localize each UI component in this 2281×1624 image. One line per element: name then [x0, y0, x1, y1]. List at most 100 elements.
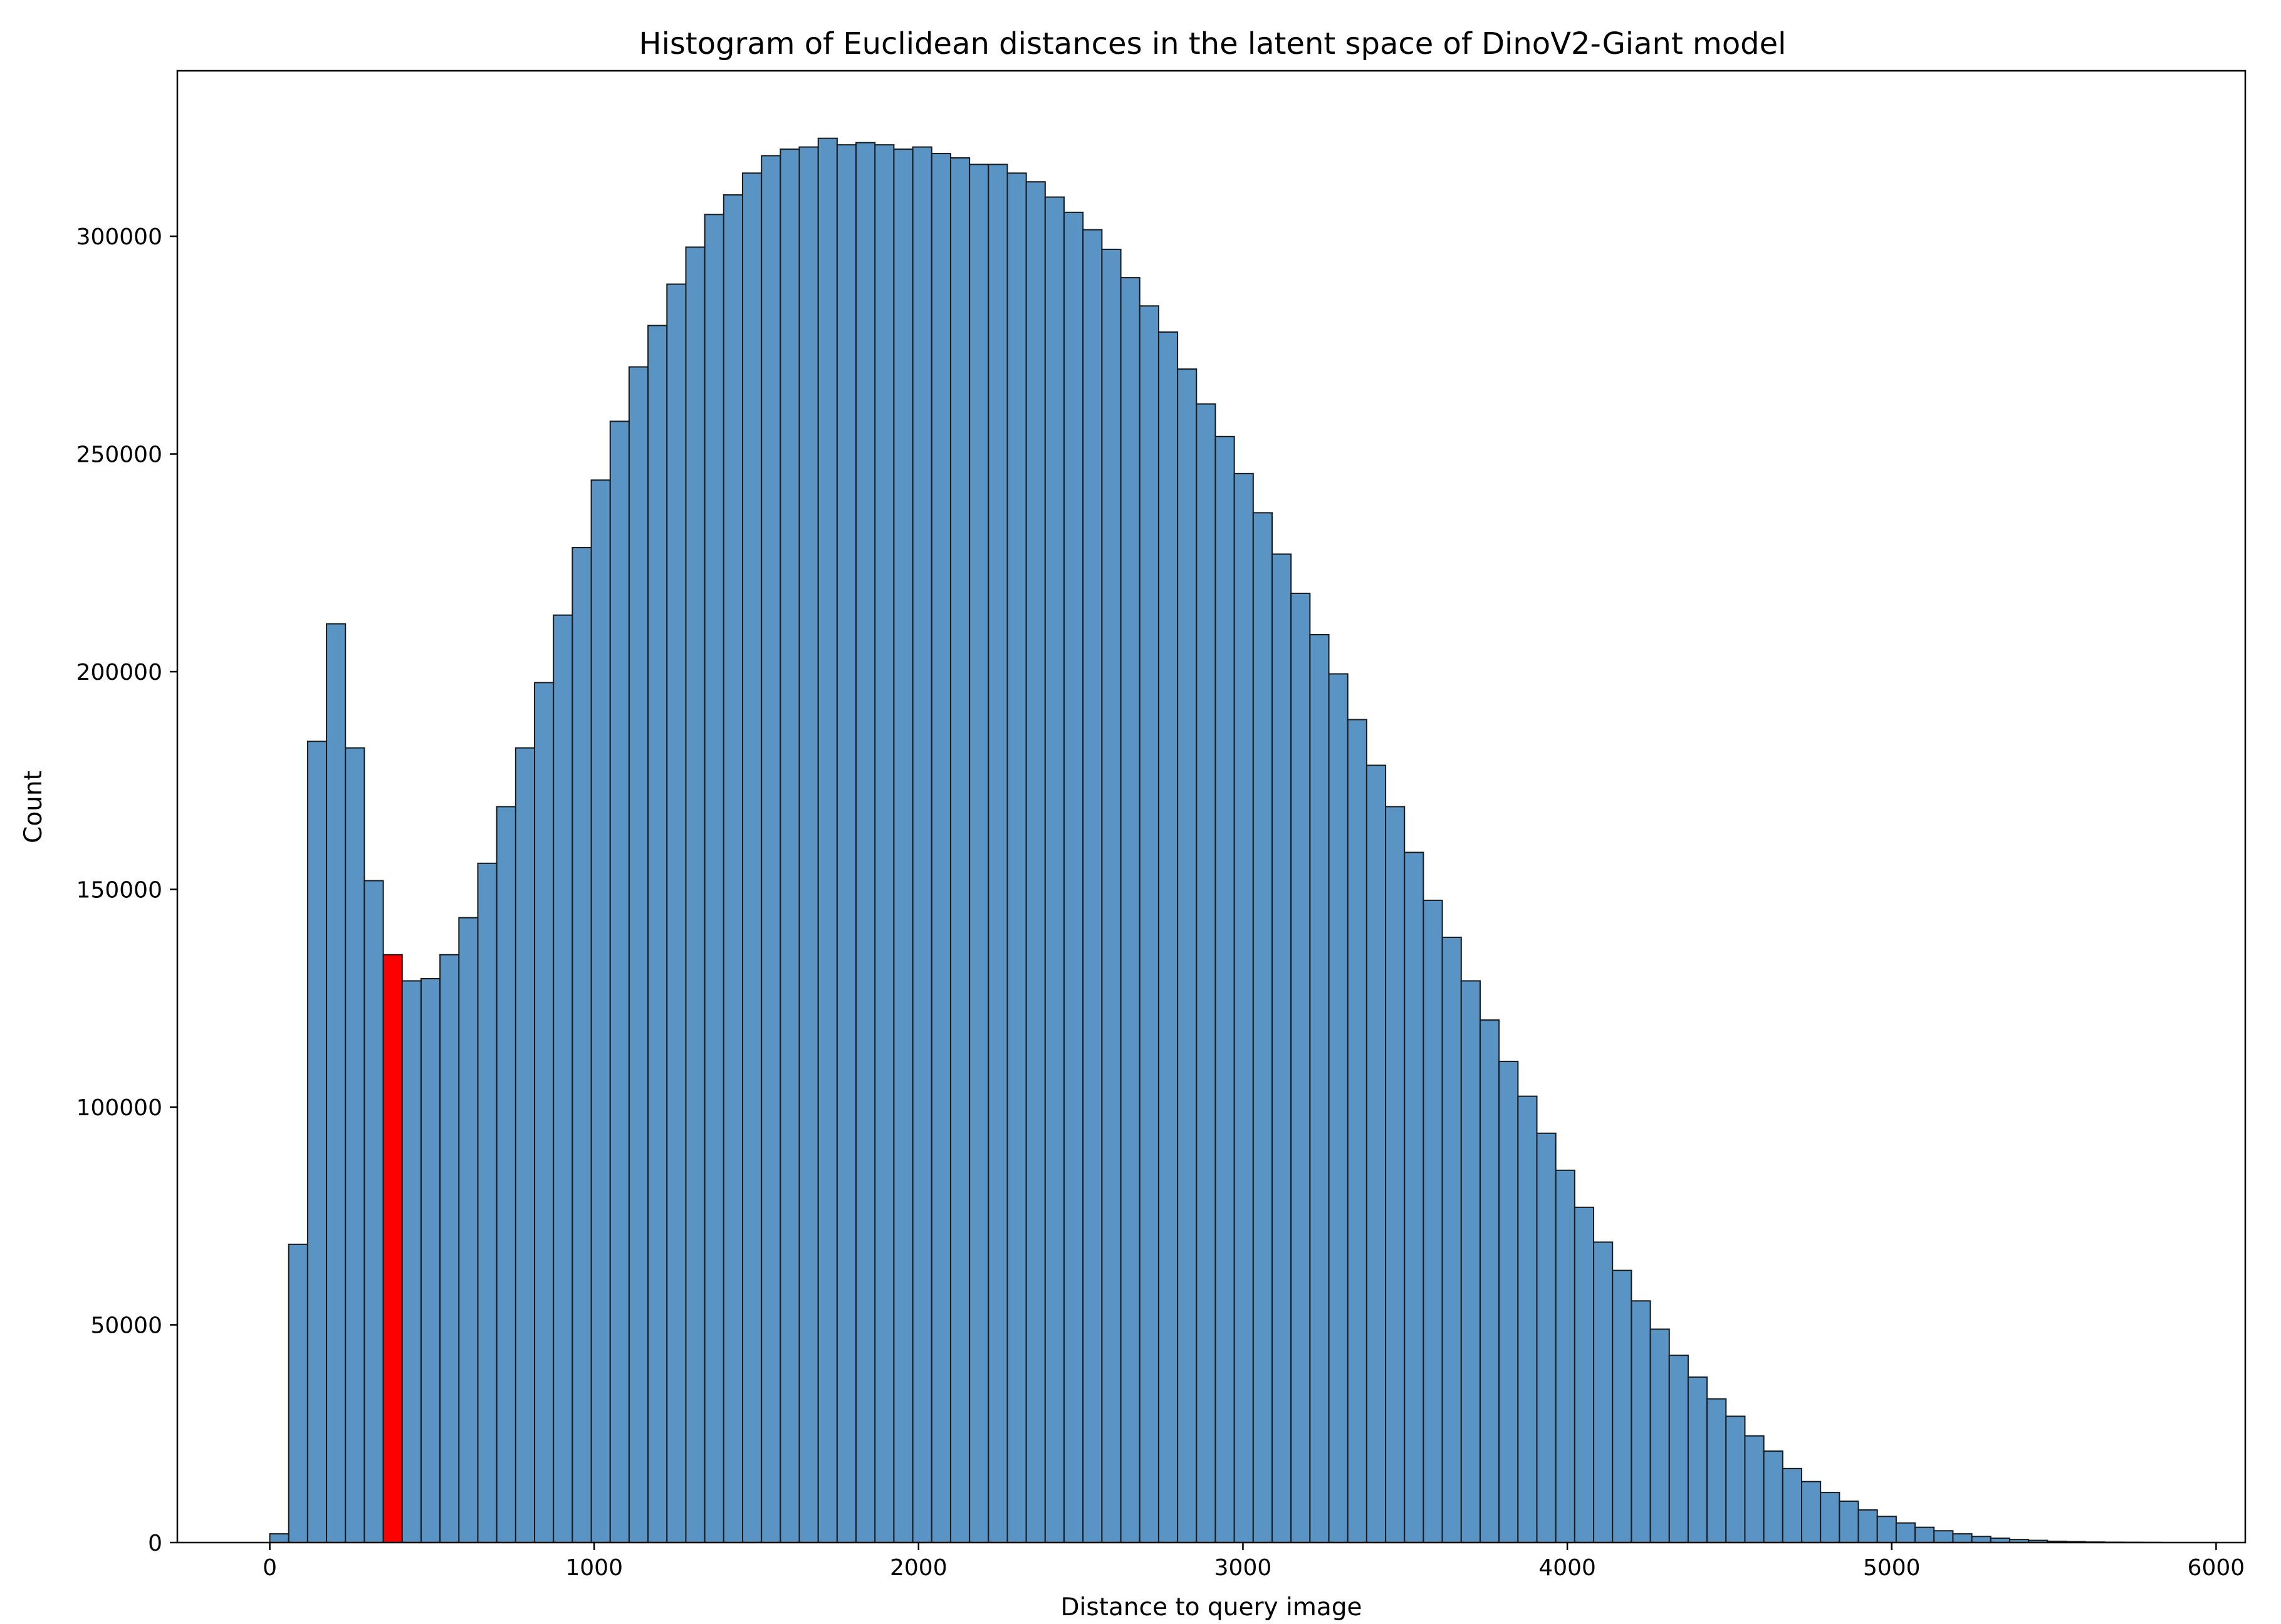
histogram-bar [836, 144, 857, 1543]
bars-group [269, 137, 2162, 1544]
y-tick-label: 200000 [76, 660, 162, 685]
histogram-bar [1347, 719, 1367, 1543]
x-tick-label: 0 [263, 1555, 277, 1581]
histogram-bar [1328, 673, 1349, 1543]
y-tick-label: 100000 [76, 1095, 162, 1121]
histogram-bar [1044, 196, 1065, 1543]
histogram-bar [647, 325, 668, 1543]
histogram-bar [1422, 899, 1443, 1543]
histogram-bar [1498, 1061, 1519, 1544]
histogram-bar [306, 741, 328, 1543]
x-axis-ticks: 0 1000 2000 3000 4000 5000 6000 [263, 1543, 2245, 1581]
histogram-bar [269, 1533, 290, 1543]
histogram-bar [1063, 211, 1084, 1543]
histogram-bar [893, 148, 914, 1543]
histogram-bar [666, 283, 687, 1543]
x-tick-label: 2000 [890, 1555, 947, 1581]
histogram-bar [742, 172, 763, 1543]
histogram-bar [1404, 851, 1424, 1543]
histogram-bar [326, 623, 347, 1543]
histogram-bar [1290, 592, 1311, 1543]
histogram-bar [1365, 764, 1387, 1543]
histogram-bar [1763, 1450, 1783, 1543]
histogram-bar [969, 164, 989, 1543]
histogram-bar [780, 148, 800, 1543]
histogram-bar [1971, 1536, 1991, 1544]
histogram-bar [496, 806, 516, 1543]
x-tick-label: 1000 [565, 1555, 623, 1581]
histogram-bar [1196, 403, 1216, 1543]
histogram-bar [1555, 1169, 1575, 1543]
histogram-bar [628, 366, 649, 1544]
histogram-bar [1744, 1435, 1765, 1543]
histogram-bar [590, 479, 611, 1543]
histogram-bar [572, 546, 592, 1544]
histogram-bar [817, 137, 838, 1543]
histogram-bar [1933, 1530, 1954, 1544]
histogram-bar [798, 146, 819, 1543]
histogram-bar [553, 614, 573, 1543]
histogram-bar [1233, 472, 1254, 1543]
histogram-bar [1687, 1376, 1708, 1543]
histogram-bar [1177, 368, 1198, 1544]
histogram-bar [1593, 1241, 1614, 1544]
highlighted-histogram-bar [382, 954, 403, 1543]
histogram-bar [401, 980, 422, 1543]
histogram-bar [1631, 1300, 1651, 1544]
histogram-bar [609, 420, 630, 1543]
y-tick-label: 0 [148, 1531, 162, 1556]
histogram-bar [1782, 1467, 1803, 1543]
y-tick-label: 300000 [76, 224, 162, 250]
histogram-bar [949, 157, 971, 1543]
histogram-bar [345, 747, 365, 1543]
histogram-bar [1309, 633, 1330, 1543]
histogram-bar [704, 214, 724, 1543]
histogram-bar [1441, 936, 1462, 1543]
y-tick-label: 150000 [76, 878, 162, 903]
plot-area-frame [176, 70, 2247, 1544]
histogram-bar [1706, 1398, 1727, 1543]
histogram-bar [439, 954, 460, 1543]
histogram-bar [1612, 1269, 1632, 1543]
histogram-bar [1536, 1132, 1557, 1543]
histogram-bar [1914, 1526, 1935, 1543]
histogram-bar [1820, 1492, 1840, 1543]
histogram-bar [855, 142, 876, 1543]
histogram-bar [1801, 1481, 1822, 1543]
x-tick-label: 5000 [1863, 1555, 1921, 1581]
histogram-bar [1214, 435, 1235, 1543]
histogram-bar [514, 747, 536, 1543]
histogram-bar [420, 978, 441, 1543]
histogram-bar [931, 153, 951, 1543]
histogram-bar [988, 164, 1008, 1543]
histogram-bar [363, 880, 384, 1543]
histogram-bar [458, 917, 479, 1543]
histogram-bar [477, 862, 498, 1543]
histogram-bar [1479, 1019, 1500, 1543]
histogram-bar [1385, 806, 1406, 1543]
histogram-bar [1517, 1095, 1538, 1543]
y-tick-label: 50000 [90, 1313, 162, 1339]
y-axis-label: Count [19, 771, 48, 843]
y-tick-label: 250000 [76, 442, 162, 468]
histogram-bar [1139, 305, 1159, 1543]
histogram-bar [1252, 512, 1273, 1543]
histogram-bar [1120, 277, 1140, 1543]
histogram-bar [1649, 1328, 1670, 1544]
histogram-bar [685, 246, 706, 1543]
histogram-bar [1876, 1516, 1897, 1543]
x-tick-label: 6000 [2188, 1555, 2245, 1581]
histogram-bar [874, 144, 895, 1543]
histogram-bar [1668, 1355, 1689, 1544]
histogram-bar [761, 155, 781, 1543]
histogram-bar [1574, 1206, 1595, 1543]
histogram-bar [1271, 553, 1292, 1544]
histogram-bar [1101, 248, 1122, 1543]
histogram-bar [1839, 1500, 1859, 1543]
histogram-bar [1857, 1509, 1878, 1543]
chart-title: Histogram of Euclidean distances in the … [639, 26, 1786, 61]
histogram-bar [1460, 980, 1481, 1543]
histogram-bar [1157, 331, 1179, 1543]
histogram-bar [1025, 181, 1046, 1543]
